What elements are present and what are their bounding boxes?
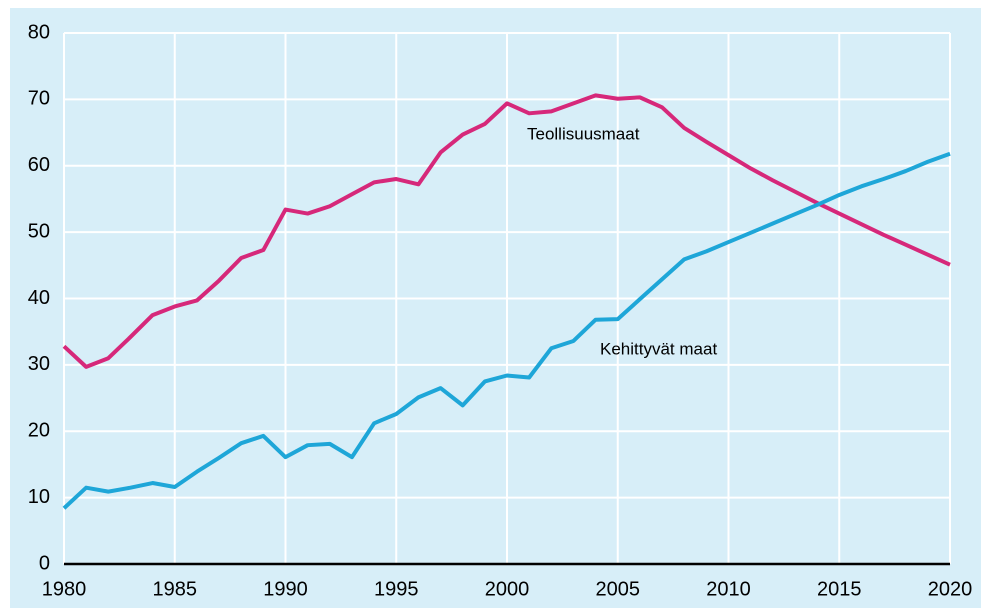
line-series [62,151,951,510]
y-tick-label: 60 [28,154,50,176]
x-tick-label: 2000 [485,578,530,600]
x-tick-label: 1990 [263,578,308,600]
series-label: Teollisuusmaat [527,124,640,143]
x-tick-label: 2020 [928,578,973,600]
y-tick-label: 40 [28,287,50,309]
y-tick-label: 30 [28,353,50,375]
x-tick-label: 1985 [153,578,198,600]
plot-background [10,8,981,608]
y-tick-label: 50 [28,220,50,242]
y-tick-label: 0 [39,552,50,574]
series-label: Kehittyvät maat [600,339,717,358]
x-tick-label: 1980 [42,578,87,600]
x-tick-label: 2005 [596,578,641,600]
x-tick-label: 2010 [706,578,751,600]
y-tick-label: 80 [28,21,50,43]
x-tick-label: 2015 [817,578,862,600]
y-tick-label: 70 [28,88,50,110]
y-tick-label: 10 [28,486,50,508]
x-tick-label: 1995 [374,578,419,600]
y-tick-label: 20 [28,420,50,442]
line-series [62,93,951,369]
